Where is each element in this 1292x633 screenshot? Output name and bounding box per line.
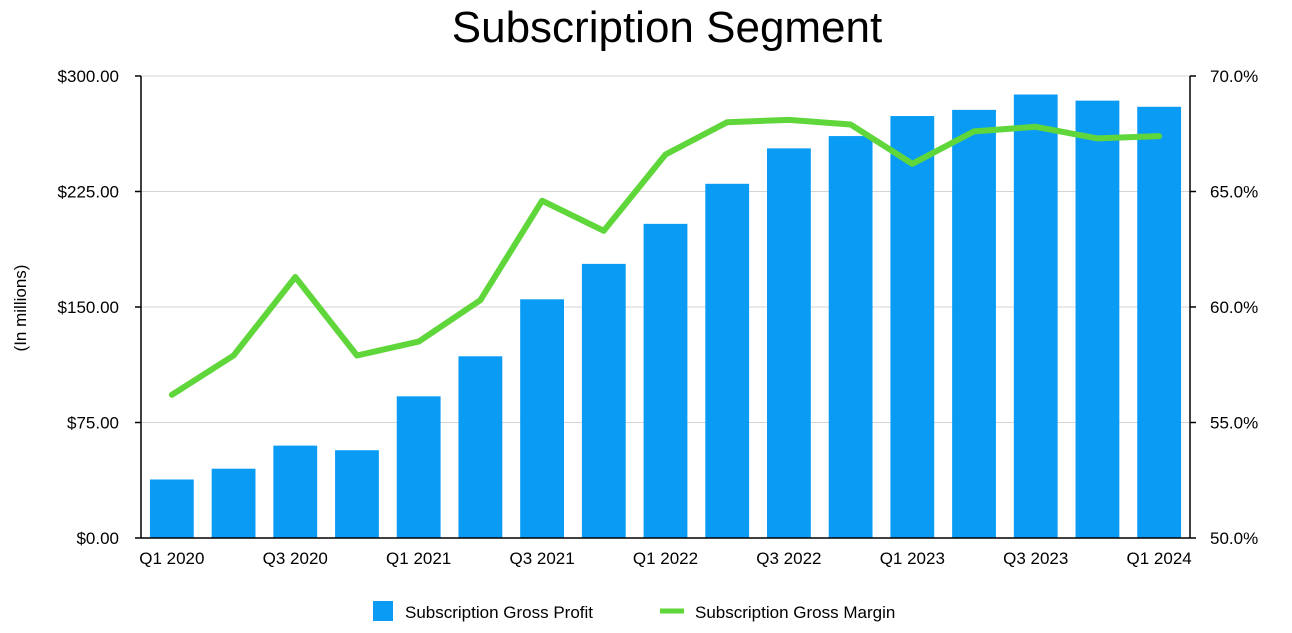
chart-title: Subscription Segment — [452, 3, 882, 52]
y-axis-label-left: (In millions) — [11, 265, 30, 352]
bar — [211, 468, 256, 538]
bar — [828, 136, 873, 538]
x-ticks: Q1 2020 Q3 2020 Q1 2021 Q3 2021 Q1 2022 Q3 20… — [139, 549, 1192, 568]
x-tick-label: Q1 2020 — [139, 549, 204, 568]
bar-series — [149, 94, 1182, 539]
bar — [335, 450, 379, 538]
y-tick-label-right: 55.0% — [1210, 414, 1258, 433]
y-tick-label-right: 65.0% — [1210, 183, 1258, 202]
x-tick-label: Q3 2022 — [756, 549, 821, 568]
legend-label-gross-margin: Subscription Gross Margin — [695, 603, 895, 622]
bar — [705, 183, 750, 539]
x-tick-label: Q3 2020 — [263, 549, 328, 568]
bar — [1013, 94, 1058, 538]
bar — [767, 148, 811, 538]
x-tick-label: Q3 2023 — [1003, 549, 1068, 568]
x-tick-label: Q3 2021 — [509, 549, 574, 568]
bar — [273, 445, 318, 538]
legend-swatch-gross-profit — [373, 601, 393, 621]
y-tick-label-left: $225.00 — [58, 183, 119, 202]
y-tick-label-right: 50.0% — [1210, 529, 1258, 548]
x-tick-label: Q1 2024 — [1127, 549, 1192, 568]
line-series — [168, 116, 1163, 398]
y-ticks-right: 50.0% 55.0% 60.0% 65.0% 70.0% — [1210, 67, 1258, 548]
legend: Subscription Gross Profit Subscription G… — [373, 601, 895, 622]
y-tick-label-left: $150.00 — [58, 298, 119, 317]
y-tick-label-right: 60.0% — [1210, 298, 1258, 317]
x-tick-label: Q1 2022 — [633, 549, 698, 568]
bar — [890, 116, 935, 538]
bar — [396, 396, 441, 538]
x-tick-label: Q1 2021 — [386, 549, 451, 568]
y-tick-label-left: $75.00 — [67, 414, 119, 433]
bar — [952, 109, 996, 538]
y-tick-label-left: $300.00 — [58, 67, 119, 86]
bar — [581, 263, 626, 538]
y-tick-label-left: $0.00 — [76, 529, 119, 548]
axes — [135, 75, 1196, 539]
y-tick-label-right: 70.0% — [1210, 67, 1258, 86]
legend-label-gross-profit: Subscription Gross Profit — [405, 603, 593, 622]
bar — [520, 299, 564, 538]
bar — [643, 223, 688, 538]
bar — [1075, 100, 1120, 538]
bar — [1137, 106, 1182, 539]
margin-line — [168, 116, 1163, 398]
x-tick-label: Q1 2023 — [880, 549, 945, 568]
bar — [149, 479, 194, 538]
y-ticks-left: $0.00 $75.00 $150.00 $225.00 $300.00 — [58, 67, 119, 548]
bar — [458, 356, 503, 538]
